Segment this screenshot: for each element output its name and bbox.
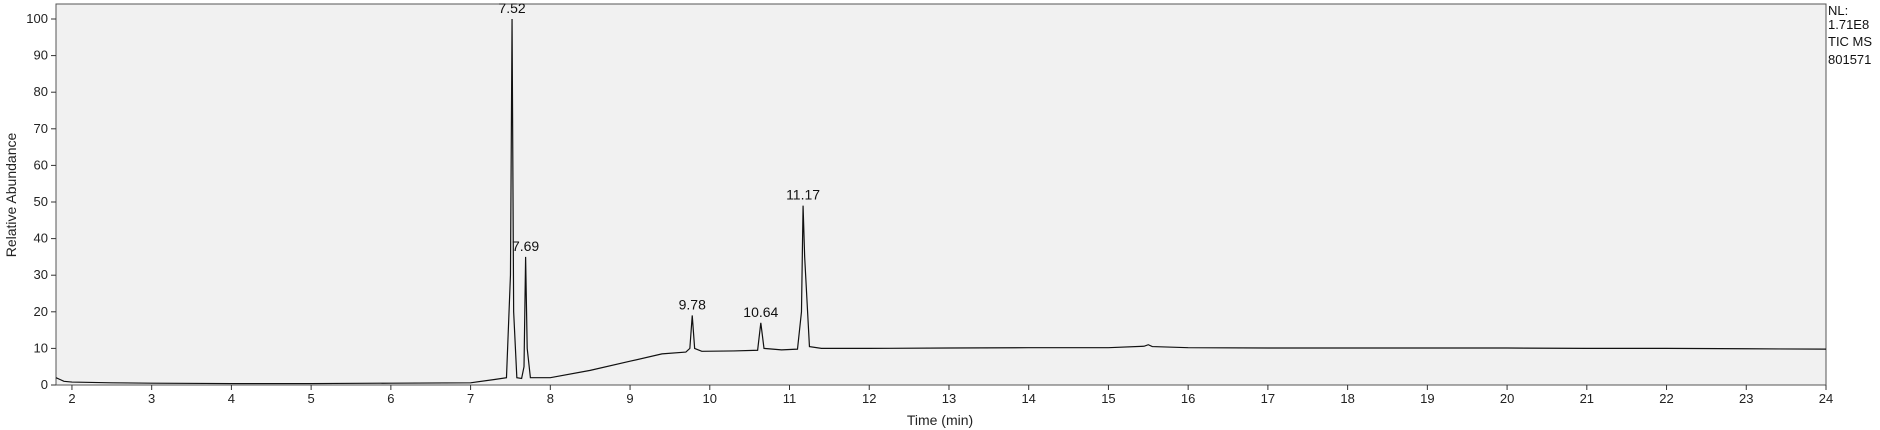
y-axis-title: Relative Abundance — [3, 133, 19, 258]
x-tick-label: 5 — [308, 391, 315, 406]
y-tick-label: 80 — [34, 84, 48, 99]
x-tick-label: 12 — [862, 391, 876, 406]
x-tick-label: 23 — [1739, 391, 1753, 406]
x-tick-label: 2 — [68, 391, 75, 406]
x-tick-label: 3 — [148, 391, 155, 406]
peak-label: 11.17 — [786, 187, 820, 203]
series-line — [55, 18, 1827, 385]
peak-labels: 7.52 7.69 9.78 10.64 11.17 — [498, 0, 820, 320]
x-tick-label: 21 — [1580, 391, 1594, 406]
y-axis: 0 10 20 30 40 50 60 70 80 90 100 — [26, 11, 56, 392]
x-tick-label: 18 — [1340, 391, 1354, 406]
y-tick-label: 20 — [34, 304, 48, 319]
x-tick-label: 14 — [1021, 391, 1035, 406]
x-tick-label: 24 — [1819, 391, 1833, 406]
y-tick-label: 70 — [34, 121, 48, 136]
x-tick-label: 4 — [228, 391, 235, 406]
x-axis: 2 3 4 5 6 7 8 9 10 11 12 13 14 15 16 17 18 19 20 21 22 23 24 — [68, 385, 1833, 406]
x-tick-label: 6 — [387, 391, 394, 406]
x-axis-title: Time (min) — [907, 412, 973, 428]
x-tick-label: 13 — [942, 391, 956, 406]
info-line-3: TIC MS — [1828, 34, 1872, 49]
peak-label: 9.78 — [679, 296, 706, 312]
x-tick-label: 10 — [703, 391, 717, 406]
x-tick-label: 11 — [783, 391, 797, 406]
y-tick-label: 10 — [34, 340, 48, 355]
peak-label: 10.64 — [743, 304, 778, 320]
x-tick-label: 17 — [1261, 391, 1275, 406]
info-line-1: NL: — [1828, 3, 1848, 18]
x-tick-label: 8 — [547, 391, 554, 406]
y-tick-label: 50 — [34, 194, 48, 209]
peak-label: 7.52 — [498, 0, 525, 16]
peak-label: 7.69 — [512, 238, 539, 254]
y-tick-label: 0 — [41, 377, 48, 392]
y-tick-label: 60 — [34, 157, 48, 172]
x-tick-label: 20 — [1500, 391, 1514, 406]
y-tick-label: 90 — [34, 48, 48, 63]
y-tick-label: 30 — [34, 267, 48, 282]
info-line-4: 801571 — [1828, 52, 1871, 67]
x-tick-label: 22 — [1659, 391, 1673, 406]
plot-area — [55, 3, 1827, 386]
info-line-2: 1.71E8 — [1828, 17, 1869, 32]
x-tick-label: 19 — [1420, 391, 1434, 406]
x-tick-label: 16 — [1181, 391, 1195, 406]
x-tick-label: 9 — [626, 391, 633, 406]
x-tick-label: 15 — [1101, 391, 1115, 406]
y-tick-label: 40 — [34, 231, 48, 246]
x-tick-label: 7 — [467, 391, 474, 406]
y-tick-label: 100 — [26, 11, 48, 26]
